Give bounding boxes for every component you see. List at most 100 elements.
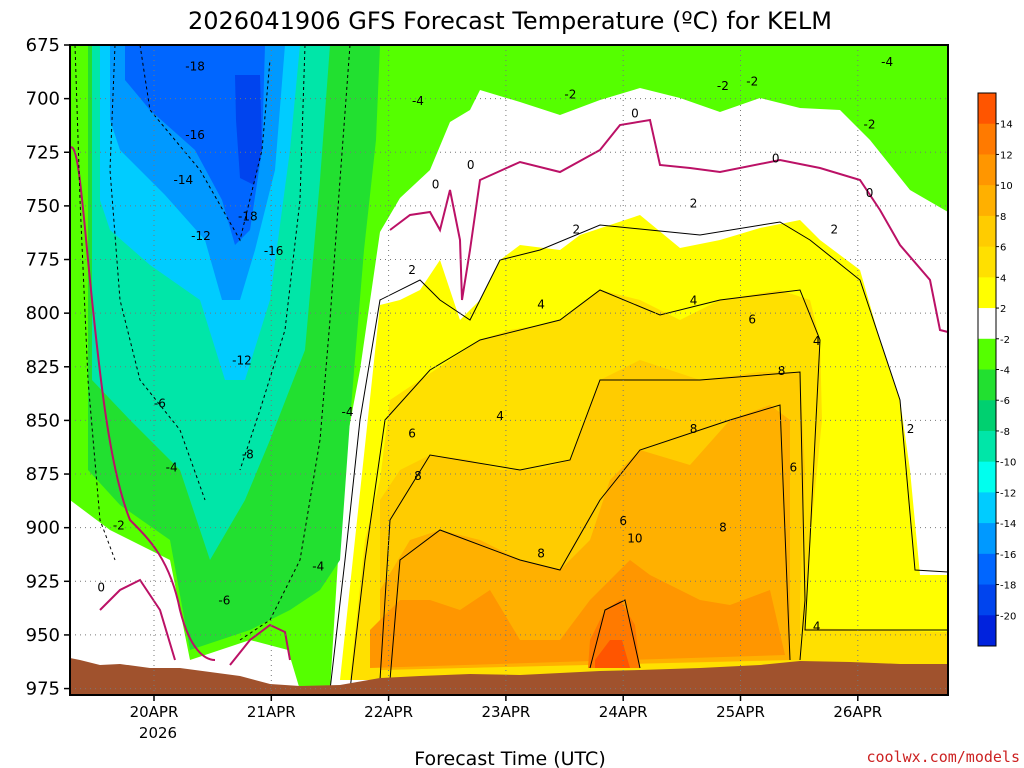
credit-text: coolwx.com/models bbox=[866, 748, 1020, 766]
colorbar-label: 8 bbox=[1000, 212, 1006, 223]
y-tick-label: 700 bbox=[26, 89, 60, 110]
colorbar-label: -18 bbox=[1000, 581, 1016, 592]
x-tick-label: 24APR bbox=[599, 703, 648, 721]
colorbar-label: 6 bbox=[1000, 243, 1006, 254]
colorbar-swatch bbox=[978, 246, 996, 278]
y-tick-label: 975 bbox=[26, 679, 60, 700]
band-core-neg20 bbox=[235, 75, 262, 185]
zero-isotherm bbox=[69, 118, 949, 661]
contour-label: -6 bbox=[218, 594, 230, 608]
x-tick-label: 21APR bbox=[247, 703, 296, 721]
contour-label: -18 bbox=[238, 210, 258, 224]
colorbar-swatch bbox=[978, 492, 996, 524]
colorbar-label: 14 bbox=[1000, 120, 1013, 131]
x-tick-label: 25APR bbox=[716, 703, 765, 721]
colorbar-swatch bbox=[978, 338, 996, 370]
y-tick-label: 750 bbox=[26, 196, 60, 217]
y-axis: 675 700 725 750 775 800 825 850 875 900 925 950 975 bbox=[26, 35, 70, 700]
contour-label: 0 bbox=[467, 158, 475, 172]
contour-label: 10 bbox=[627, 531, 642, 545]
colorbar-swatch bbox=[978, 93, 996, 125]
band-below-neg18 bbox=[125, 45, 265, 245]
colorbar-label: 2 bbox=[1000, 304, 1006, 315]
contour-label: 6 bbox=[789, 461, 797, 475]
contour-label: 4 bbox=[496, 409, 504, 423]
contour-label: 6 bbox=[408, 426, 416, 440]
colorbar-label: -14 bbox=[1000, 519, 1016, 530]
contour-label: 0 bbox=[866, 186, 874, 200]
dashed-contours bbox=[74, 44, 351, 641]
contour-label: 6 bbox=[619, 514, 627, 528]
colorbar: 14 12 10 8 6 4 2 -2 -4 -6 -8 -10 -12 -14 -16 -18 -20 bbox=[977, 92, 1016, 647]
colorbar-label: -2 bbox=[1000, 335, 1010, 346]
chart-title: 2026041906 GFS Forecast Temperature (ºC)… bbox=[188, 7, 832, 35]
grid bbox=[70, 45, 948, 695]
terrain bbox=[70, 658, 948, 695]
colorbar-swatch bbox=[978, 369, 996, 401]
colorbar-swatch bbox=[978, 400, 996, 432]
band-above-12 bbox=[588, 600, 640, 668]
x-tick-label: 20APR bbox=[130, 703, 179, 721]
colorbar-label: -16 bbox=[1000, 550, 1016, 561]
colorbar-label: 10 bbox=[1000, 181, 1013, 192]
colorbar-swatch bbox=[978, 523, 996, 555]
contour-label: 8 bbox=[778, 364, 786, 378]
y-tick-label: 875 bbox=[26, 464, 60, 485]
colorbar-label: -10 bbox=[1000, 458, 1016, 469]
colorbar-label: -20 bbox=[1000, 611, 1016, 622]
contour-label: 0 bbox=[631, 107, 639, 121]
y-tick-label: 725 bbox=[26, 142, 60, 163]
colorbar-swatch bbox=[978, 461, 996, 493]
colorbar-swatch bbox=[978, 123, 996, 155]
plot-area: -18 -16 -14 -12 -18 -16 -12 -8 -6 -4 -2 0 -6 -4 -4 -4 0 0… bbox=[69, 44, 949, 696]
contour-label: -6 bbox=[154, 396, 166, 410]
y-tick-label: 825 bbox=[26, 357, 60, 378]
contour-label: 8 bbox=[719, 521, 727, 535]
contour-label: 6 bbox=[748, 313, 756, 327]
contour-label: -2 bbox=[113, 519, 125, 533]
band-above-10 bbox=[370, 560, 785, 668]
contour-label: -2 bbox=[717, 79, 729, 93]
colorbar-label: -6 bbox=[1000, 396, 1010, 407]
band-above-14 bbox=[595, 640, 630, 668]
contour-label: 2 bbox=[690, 197, 698, 211]
x-axis-year: 2026 bbox=[139, 724, 177, 742]
colorbar-label: -8 bbox=[1000, 427, 1010, 438]
x-axis-label: Forecast Time (UTC) bbox=[414, 748, 605, 768]
y-tick-label: 675 bbox=[26, 35, 60, 56]
contour-label: -4 bbox=[342, 405, 354, 419]
contour-label: 2 bbox=[831, 222, 839, 236]
contour-label: 8 bbox=[690, 422, 698, 436]
colorbar-swatch bbox=[978, 430, 996, 463]
contour-label: -2 bbox=[864, 117, 876, 131]
contour-label: 2 bbox=[572, 222, 580, 236]
contour-label: 2 bbox=[408, 263, 416, 277]
contour-label: -16 bbox=[185, 128, 205, 142]
contour-label: 4 bbox=[537, 298, 545, 312]
y-tick-label: 775 bbox=[26, 250, 60, 271]
contour-label: -2 bbox=[746, 74, 758, 88]
y-tick-label: 925 bbox=[26, 571, 60, 592]
colorbar-label: -4 bbox=[1000, 366, 1010, 377]
contour-label: 4 bbox=[813, 334, 821, 348]
contour-label: -2 bbox=[564, 87, 576, 101]
contour-label: 8 bbox=[537, 546, 545, 560]
contour-label: 0 bbox=[97, 581, 105, 595]
contour-label: -12 bbox=[191, 229, 211, 243]
contour-label: -14 bbox=[174, 173, 194, 187]
colorbar-swatch bbox=[978, 185, 996, 217]
contour-label: 8 bbox=[414, 469, 422, 483]
x-tick-label: 22APR bbox=[364, 703, 413, 721]
contour-label: 4 bbox=[690, 293, 698, 307]
colorbar-swatch bbox=[978, 615, 996, 647]
colorbar-swatch bbox=[978, 215, 996, 248]
contour-label: -18 bbox=[185, 59, 205, 73]
colorbar-swatch bbox=[978, 584, 996, 616]
colorbar-label: 12 bbox=[1000, 150, 1013, 161]
contour-label: 4 bbox=[813, 619, 821, 633]
y-tick-label: 950 bbox=[26, 625, 60, 646]
colorbar-swatch bbox=[978, 308, 996, 340]
y-tick-label: 900 bbox=[26, 518, 60, 539]
contour-label: -4 bbox=[312, 559, 324, 573]
